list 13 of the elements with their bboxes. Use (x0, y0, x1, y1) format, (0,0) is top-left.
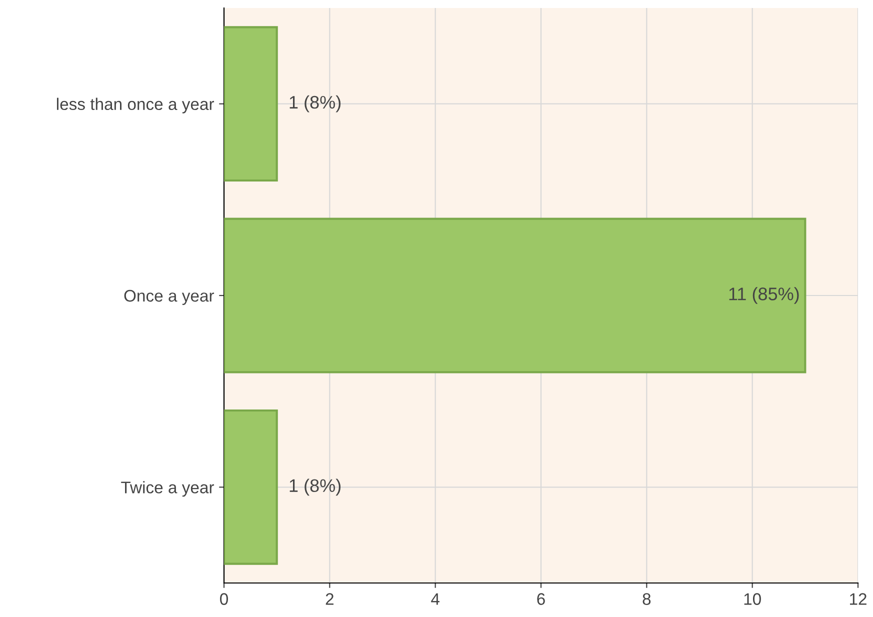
x-tick-label: 2 (326, 593, 334, 605)
data-label: 11 (85%) (729, 287, 799, 304)
y-tick-label: Once a year (124, 290, 214, 305)
x-tick-label: 8 (642, 593, 651, 605)
data-label: 1 (8%) (290, 95, 341, 112)
x-tick-label: 0 (220, 593, 228, 605)
x-tick-label: 10 (744, 593, 761, 605)
data-label: 1 (8%) (290, 478, 341, 496)
x-tick-label: 4 (431, 593, 440, 605)
x-tick-label: 12 (850, 593, 866, 605)
y-tick-label: Twice a year (121, 481, 214, 497)
x-tick-label: 6 (537, 593, 545, 605)
y-tick-label: less than once a year (56, 98, 214, 114)
